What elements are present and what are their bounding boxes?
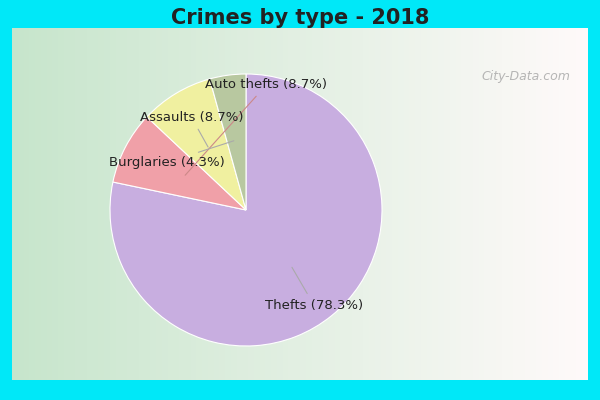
Text: Auto thefts (8.7%): Auto thefts (8.7%) xyxy=(185,78,328,175)
Wedge shape xyxy=(147,79,246,210)
Text: Thefts (78.3%): Thefts (78.3%) xyxy=(265,267,363,312)
Text: Assaults (8.7%): Assaults (8.7%) xyxy=(140,111,244,147)
Text: City-Data.com: City-Data.com xyxy=(482,70,571,83)
Wedge shape xyxy=(113,117,246,210)
Wedge shape xyxy=(110,74,382,346)
Text: Crimes by type - 2018: Crimes by type - 2018 xyxy=(171,8,429,28)
Text: Burglaries (4.3%): Burglaries (4.3%) xyxy=(109,141,234,169)
Wedge shape xyxy=(210,74,246,210)
